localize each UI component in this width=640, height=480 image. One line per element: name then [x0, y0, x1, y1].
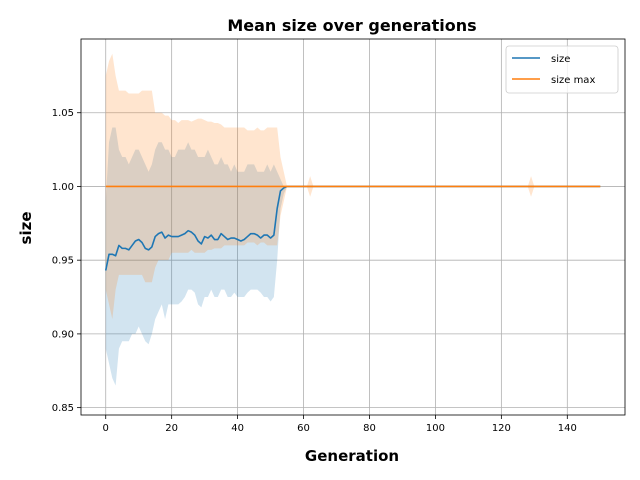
band-size	[105, 127, 601, 386]
x-tick-label: 40	[231, 423, 244, 434]
y-tick-label: 0.85	[52, 403, 74, 414]
legend-label-size-max: size max	[551, 75, 595, 86]
x-axis-ticks: 0 20 40 60 80 100 120 140	[103, 415, 577, 434]
y-tick-label: 1.05	[52, 108, 74, 119]
x-tick-label: 0	[103, 423, 109, 434]
x-axis-label: Generation	[305, 447, 399, 465]
series-lines	[104, 185, 601, 271]
x-tick-label: 80	[363, 423, 376, 434]
y-tick-label: 0.95	[52, 256, 74, 267]
x-tick-label: 60	[297, 423, 310, 434]
x-tick-label: 120	[492, 423, 511, 434]
y-tick-label: 0.90	[52, 329, 74, 340]
chart-title: Mean size over generations	[227, 16, 476, 35]
y-axis-ticks: 0.85 0.90 0.95 1.00 1.05	[52, 108, 81, 414]
legend-label-size: size	[551, 54, 570, 65]
series-line-size	[104, 185, 601, 271]
x-tick-label: 100	[426, 423, 445, 434]
plot-frame	[80, 38, 626, 416]
x-tick-label: 140	[558, 423, 577, 434]
y-tick-label: 1.00	[52, 182, 74, 193]
x-tick-label: 20	[165, 423, 178, 434]
grid-lines	[81, 39, 625, 415]
legend: size size max	[505, 45, 619, 94]
y-axis-label: size	[17, 212, 35, 245]
